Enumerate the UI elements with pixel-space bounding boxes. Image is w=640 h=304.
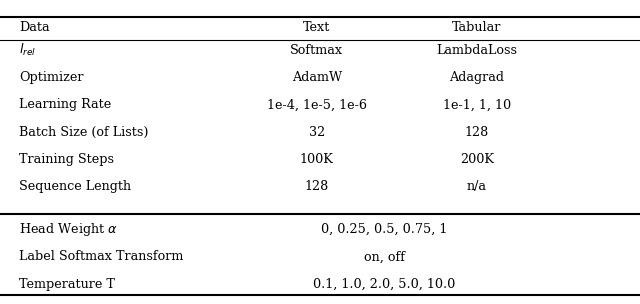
Text: 1e-1, 1, 10: 1e-1, 1, 10 [443,98,511,111]
Text: Adagrad: Adagrad [449,71,504,84]
Text: on, off: on, off [364,250,404,263]
Text: Label Softmax Transform: Label Softmax Transform [19,250,184,263]
Text: Batch Size (of Lists): Batch Size (of Lists) [19,126,148,139]
Text: 0.1, 1.0, 2.0, 5.0, 10.0: 0.1, 1.0, 2.0, 5.0, 10.0 [313,278,455,291]
Text: 200K: 200K [460,153,494,166]
Text: Optimizer: Optimizer [19,71,84,84]
Text: LambdaLoss: LambdaLoss [436,44,517,57]
Text: Softmax: Softmax [290,44,344,57]
Text: 128: 128 [305,181,329,193]
Text: Sequence Length: Sequence Length [19,181,131,193]
Text: 0, 0.25, 0.5, 0.75, 1: 0, 0.25, 0.5, 0.75, 1 [321,223,447,236]
Text: 128: 128 [465,126,489,139]
Text: Head Weight $\alpha$: Head Weight $\alpha$ [19,221,118,238]
Text: Text: Text [303,22,330,34]
Text: AdamW: AdamW [292,71,342,84]
Text: 1e-4, 1e-5, 1e-6: 1e-4, 1e-5, 1e-6 [267,98,367,111]
Text: 32: 32 [308,126,325,139]
Text: Temperature T: Temperature T [19,278,115,291]
Text: 100K: 100K [300,153,333,166]
Text: Data: Data [19,22,50,34]
Text: Tabular: Tabular [452,22,502,34]
Text: n/a: n/a [467,181,487,193]
Text: Training Steps: Training Steps [19,153,114,166]
Text: $l_{rel}$: $l_{rel}$ [19,42,36,58]
Text: Learning Rate: Learning Rate [19,98,111,111]
